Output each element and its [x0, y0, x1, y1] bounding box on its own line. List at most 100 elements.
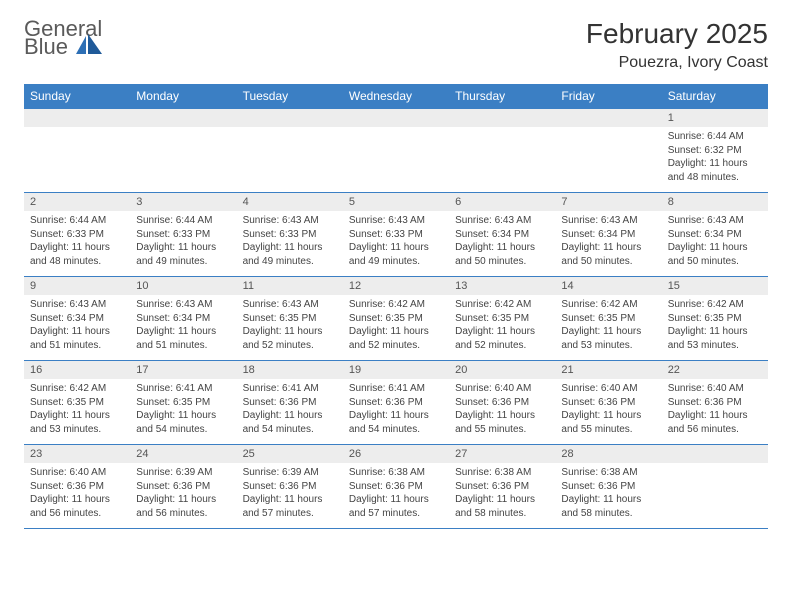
sunrise-text: Sunrise: 6:44 AM: [668, 130, 762, 144]
sunrise-text: Sunrise: 6:38 AM: [349, 466, 443, 480]
sunset-text: Sunset: 6:35 PM: [243, 312, 337, 326]
day-body: Sunrise: 6:38 AMSunset: 6:36 PMDaylight:…: [343, 463, 449, 528]
calendar-body: 1Sunrise: 6:44 AMSunset: 6:32 PMDaylight…: [24, 109, 768, 529]
sunrise-text: Sunrise: 6:42 AM: [561, 298, 655, 312]
sunset-text: Sunset: 6:34 PM: [561, 228, 655, 242]
daylight-text: Daylight: 11 hours and 54 minutes.: [349, 409, 443, 436]
sunset-text: Sunset: 6:35 PM: [30, 396, 124, 410]
day-body: Sunrise: 6:42 AMSunset: 6:35 PMDaylight:…: [449, 295, 555, 360]
day-cell: 3Sunrise: 6:44 AMSunset: 6:33 PMDaylight…: [130, 193, 236, 277]
day-body: Sunrise: 6:43 AMSunset: 6:33 PMDaylight:…: [237, 211, 343, 276]
day-cell: 15Sunrise: 6:42 AMSunset: 6:35 PMDayligh…: [662, 277, 768, 361]
day-body: Sunrise: 6:42 AMSunset: 6:35 PMDaylight:…: [555, 295, 661, 360]
day-body: [555, 127, 661, 185]
day-body: [449, 127, 555, 185]
location: Pouezra, Ivory Coast: [586, 54, 768, 72]
day-cell: 24Sunrise: 6:39 AMSunset: 6:36 PMDayligh…: [130, 445, 236, 529]
daylight-text: Daylight: 11 hours and 48 minutes.: [30, 241, 124, 268]
sunset-text: Sunset: 6:36 PM: [455, 480, 549, 494]
calendar-table: Sunday Monday Tuesday Wednesday Thursday…: [24, 84, 768, 529]
day-body: Sunrise: 6:43 AMSunset: 6:33 PMDaylight:…: [343, 211, 449, 276]
day-cell: 22Sunrise: 6:40 AMSunset: 6:36 PMDayligh…: [662, 361, 768, 445]
sunrise-text: Sunrise: 6:42 AM: [455, 298, 549, 312]
day-body: Sunrise: 6:40 AMSunset: 6:36 PMDaylight:…: [449, 379, 555, 444]
sunset-text: Sunset: 6:36 PM: [30, 480, 124, 494]
day-cell: 10Sunrise: 6:43 AMSunset: 6:34 PMDayligh…: [130, 277, 236, 361]
sunset-text: Sunset: 6:36 PM: [561, 480, 655, 494]
day-body: Sunrise: 6:43 AMSunset: 6:34 PMDaylight:…: [130, 295, 236, 360]
sunset-text: Sunset: 6:35 PM: [136, 396, 230, 410]
day-number: 16: [24, 361, 130, 379]
day-number: 22: [662, 361, 768, 379]
day-cell: 14Sunrise: 6:42 AMSunset: 6:35 PMDayligh…: [555, 277, 661, 361]
sunset-text: Sunset: 6:33 PM: [243, 228, 337, 242]
day-cell: 8Sunrise: 6:43 AMSunset: 6:34 PMDaylight…: [662, 193, 768, 277]
title-block: February 2025 Pouezra, Ivory Coast: [586, 18, 768, 72]
daylight-text: Daylight: 11 hours and 50 minutes.: [455, 241, 549, 268]
sunrise-text: Sunrise: 6:40 AM: [30, 466, 124, 480]
day-number: 14: [555, 277, 661, 295]
day-cell: 6Sunrise: 6:43 AMSunset: 6:34 PMDaylight…: [449, 193, 555, 277]
day-number: 11: [237, 277, 343, 295]
day-number: [130, 109, 236, 127]
day-body: [343, 127, 449, 185]
day-number: 3: [130, 193, 236, 211]
daylight-text: Daylight: 11 hours and 56 minutes.: [30, 493, 124, 520]
day-cell: 26Sunrise: 6:38 AMSunset: 6:36 PMDayligh…: [343, 445, 449, 529]
day-cell: [662, 445, 768, 529]
day-body: Sunrise: 6:38 AMSunset: 6:36 PMDaylight:…: [555, 463, 661, 528]
day-body: Sunrise: 6:39 AMSunset: 6:36 PMDaylight:…: [130, 463, 236, 528]
sunset-text: Sunset: 6:36 PM: [243, 396, 337, 410]
daylight-text: Daylight: 11 hours and 57 minutes.: [243, 493, 337, 520]
sunset-text: Sunset: 6:35 PM: [455, 312, 549, 326]
sunrise-text: Sunrise: 6:40 AM: [561, 382, 655, 396]
header-mon: Monday: [130, 84, 236, 109]
sunrise-text: Sunrise: 6:43 AM: [455, 214, 549, 228]
week-row: 16Sunrise: 6:42 AMSunset: 6:35 PMDayligh…: [24, 361, 768, 445]
sunrise-text: Sunrise: 6:43 AM: [668, 214, 762, 228]
day-cell: 17Sunrise: 6:41 AMSunset: 6:35 PMDayligh…: [130, 361, 236, 445]
logo-sail-icon: [76, 34, 102, 54]
week-row: 9Sunrise: 6:43 AMSunset: 6:34 PMDaylight…: [24, 277, 768, 361]
day-cell: [449, 109, 555, 193]
daylight-text: Daylight: 11 hours and 54 minutes.: [136, 409, 230, 436]
daylight-text: Daylight: 11 hours and 58 minutes.: [455, 493, 549, 520]
day-body: Sunrise: 6:42 AMSunset: 6:35 PMDaylight:…: [24, 379, 130, 444]
sunrise-text: Sunrise: 6:42 AM: [349, 298, 443, 312]
day-cell: 18Sunrise: 6:41 AMSunset: 6:36 PMDayligh…: [237, 361, 343, 445]
page-header: General Blue February 2025 Pouezra, Ivor…: [24, 18, 768, 72]
sunset-text: Sunset: 6:34 PM: [668, 228, 762, 242]
day-header-row: Sunday Monday Tuesday Wednesday Thursday…: [24, 84, 768, 109]
sunrise-text: Sunrise: 6:38 AM: [455, 466, 549, 480]
day-body: Sunrise: 6:43 AMSunset: 6:34 PMDaylight:…: [24, 295, 130, 360]
header-fri: Friday: [555, 84, 661, 109]
day-number: 24: [130, 445, 236, 463]
day-cell: 25Sunrise: 6:39 AMSunset: 6:36 PMDayligh…: [237, 445, 343, 529]
daylight-text: Daylight: 11 hours and 56 minutes.: [136, 493, 230, 520]
day-body: [24, 127, 130, 185]
sunrise-text: Sunrise: 6:40 AM: [668, 382, 762, 396]
day-cell: 27Sunrise: 6:38 AMSunset: 6:36 PMDayligh…: [449, 445, 555, 529]
day-body: Sunrise: 6:44 AMSunset: 6:33 PMDaylight:…: [130, 211, 236, 276]
daylight-text: Daylight: 11 hours and 53 minutes.: [561, 325, 655, 352]
sunset-text: Sunset: 6:36 PM: [668, 396, 762, 410]
day-cell: [130, 109, 236, 193]
day-body: [662, 463, 768, 521]
day-cell: 20Sunrise: 6:40 AMSunset: 6:36 PMDayligh…: [449, 361, 555, 445]
header-wed: Wednesday: [343, 84, 449, 109]
day-body: Sunrise: 6:42 AMSunset: 6:35 PMDaylight:…: [343, 295, 449, 360]
sunrise-text: Sunrise: 6:41 AM: [136, 382, 230, 396]
daylight-text: Daylight: 11 hours and 48 minutes.: [668, 157, 762, 184]
sunset-text: Sunset: 6:36 PM: [243, 480, 337, 494]
day-body: Sunrise: 6:41 AMSunset: 6:36 PMDaylight:…: [237, 379, 343, 444]
sunset-text: Sunset: 6:34 PM: [30, 312, 124, 326]
day-number: [555, 109, 661, 127]
day-number: [24, 109, 130, 127]
day-number: 1: [662, 109, 768, 127]
day-number: 5: [343, 193, 449, 211]
day-body: Sunrise: 6:43 AMSunset: 6:34 PMDaylight:…: [662, 211, 768, 276]
day-body: Sunrise: 6:41 AMSunset: 6:35 PMDaylight:…: [130, 379, 236, 444]
day-number: 28: [555, 445, 661, 463]
sunrise-text: Sunrise: 6:43 AM: [349, 214, 443, 228]
sunset-text: Sunset: 6:33 PM: [30, 228, 124, 242]
